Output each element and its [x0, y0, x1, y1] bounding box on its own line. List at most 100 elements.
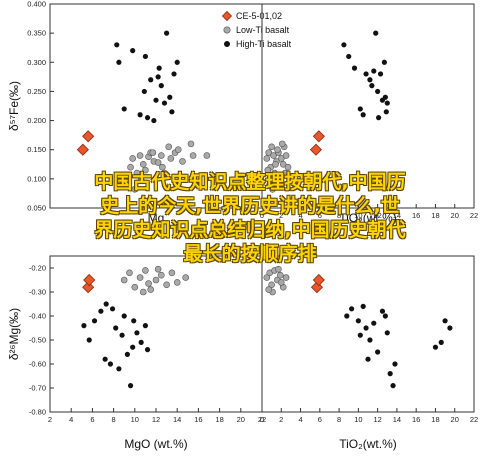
low-ti-point [154, 159, 162, 166]
x-tick-label: 20 [451, 415, 459, 424]
low-ti-point [277, 271, 284, 279]
high-ti-point [392, 361, 398, 367]
x-tick-label: 22 [470, 211, 478, 220]
low-ti-point [136, 152, 144, 159]
high-ti-point [365, 356, 371, 362]
x-tick-label: 8 [112, 415, 116, 424]
x-tick-label: 0 [260, 211, 264, 220]
high-ti-point [131, 318, 137, 324]
low-ti-point [168, 269, 176, 277]
x-tick-label: 16 [412, 415, 420, 424]
high-ti-point [121, 313, 127, 319]
low-ti-point [268, 281, 275, 289]
y-tick-label: -0.40 [29, 312, 46, 321]
low-ti-point [129, 155, 136, 162]
high-ti-point [107, 361, 114, 367]
low-ti-point [137, 176, 145, 184]
high-ti-point [355, 318, 361, 324]
high-ti-point [360, 303, 366, 309]
high-ti-point [382, 94, 388, 100]
high-ti-point [144, 115, 151, 121]
high-ti-point [121, 106, 127, 112]
low-ti-point [266, 181, 274, 188]
y-axis-label: δ²⁶Mg(‰) [7, 308, 21, 360]
low-ti-point [282, 274, 290, 281]
low-ti-point [127, 163, 134, 171]
overlay-banner-text: 中国古代史知识点整理按朝代,中国历 史上的今天,世界历史讲的是什么,世 界历史知… [0, 170, 500, 266]
x-tick-label: 18 [431, 415, 439, 424]
high-ti-point [116, 366, 122, 372]
x-tick-label: 10 [131, 415, 139, 424]
low-ti-point [272, 160, 279, 168]
x-tick-label: 4 [69, 415, 73, 424]
low-ti-point [131, 283, 139, 291]
low-ti-point [282, 152, 290, 159]
high-ti-point [447, 325, 453, 331]
x-tick-label: 16 [194, 415, 202, 424]
high-ti-point [351, 65, 358, 71]
high-ti-point [438, 339, 444, 345]
low-ti-point [158, 152, 165, 159]
low-ti-point [278, 140, 286, 148]
x-axis-label: TiO₂(wt.%) [339, 211, 397, 225]
low-ti-point [142, 267, 149, 274]
ce-sample-point [312, 130, 325, 143]
x-tick-label: 6 [318, 211, 322, 220]
x-tick-label: 8 [337, 211, 341, 220]
x-tick-label: 12 [152, 415, 160, 424]
high-ti-point [144, 347, 151, 353]
low-ti-point [126, 269, 133, 277]
low-ti-point [269, 186, 276, 193]
high-ti-point [357, 106, 363, 112]
high-ti-point [161, 100, 168, 106]
low-ti-point [133, 169, 141, 177]
high-ti-point [141, 88, 147, 95]
y-tick-label: 0.350 [27, 29, 46, 38]
high-ti-point [344, 313, 350, 319]
low-ti-point [131, 186, 139, 193]
high-ti-point [164, 30, 170, 36]
low-ti-point [158, 271, 165, 279]
high-ti-point [341, 42, 347, 48]
low-ti-point [173, 279, 181, 286]
high-ti-point [382, 313, 388, 319]
low-ti-point [281, 169, 289, 177]
high-ti-point [127, 383, 134, 389]
low-ti-point [264, 166, 272, 174]
x-tick-label: 12 [373, 415, 381, 424]
high-ti-point [379, 308, 386, 314]
x-tick-label: 10 [354, 415, 362, 424]
low-ti-point [182, 274, 189, 281]
legend-box [221, 6, 327, 54]
y-tick-label: 0.150 [27, 145, 46, 154]
high-ti-point [384, 330, 390, 336]
low-ti-point [279, 160, 287, 168]
overlay-line-3: 界历史知识点总结归纳,中国历史朝代 [94, 219, 406, 241]
low-ti-point [284, 163, 292, 171]
low-ti-point [268, 143, 275, 151]
high-ti-point [130, 344, 136, 350]
low-ti-point [145, 280, 152, 287]
x-axis-label: Mg [148, 211, 165, 225]
high-ti-point [346, 53, 352, 60]
high-ti-point [371, 320, 377, 326]
x-tick-label: 10 [354, 211, 362, 220]
low-ti-point [136, 274, 144, 281]
y-axis-label: δ⁵⁷Fe(‰) [7, 81, 21, 131]
panel-frame-bottom-right [261, 255, 475, 413]
high-ti-point [369, 83, 375, 89]
low-ti-point [263, 274, 271, 281]
x-axis-label: TiO₂(wt.%) [339, 437, 397, 451]
high-ti-point [153, 97, 159, 103]
high-ti-point [113, 325, 119, 331]
high-ti-point [377, 71, 384, 77]
high-ti-point [363, 71, 369, 77]
x-tick-label: 4 [298, 415, 302, 424]
panel-frame-top-right [261, 3, 475, 209]
legend-entry: High-Ti basalt [236, 39, 292, 49]
high-ti-point [81, 323, 87, 329]
high-ti-point [363, 325, 369, 331]
high-ti-point [360, 112, 366, 118]
y-tick-label: 0.100 [27, 174, 46, 183]
